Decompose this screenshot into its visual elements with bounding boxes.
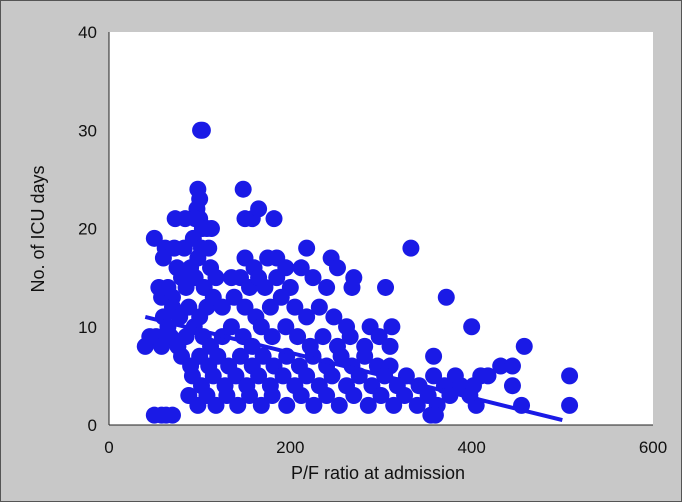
data-point (372, 387, 390, 405)
x-tick-label: 400 (457, 438, 485, 457)
x-tick-label: 200 (276, 438, 304, 457)
data-point (330, 396, 348, 414)
data-point (241, 387, 259, 405)
data-point (402, 239, 420, 257)
trendline (144, 314, 563, 423)
x-axis-title: P/F ratio at admission (291, 463, 465, 483)
data-point (323, 367, 341, 385)
data-point (503, 377, 521, 395)
data-point (252, 318, 270, 336)
data-point (515, 337, 533, 355)
data-point (408, 396, 426, 414)
data-point (425, 367, 443, 385)
data-point (437, 288, 455, 306)
x-tick-label: 600 (639, 438, 667, 457)
data-point (356, 347, 374, 365)
data-point (272, 288, 290, 306)
data-point (207, 396, 225, 414)
data-point (426, 406, 444, 424)
trendline-layer (144, 314, 563, 423)
data-point (234, 180, 252, 198)
data-point (286, 298, 304, 316)
data-point (263, 328, 281, 346)
data-point (252, 396, 270, 414)
data-point (396, 387, 414, 405)
data-point (261, 298, 279, 316)
data-point (231, 347, 249, 365)
data-point (298, 308, 316, 326)
data-point (370, 328, 388, 346)
data-point (561, 396, 579, 414)
data-point (318, 278, 336, 296)
data-point (256, 278, 274, 296)
data-point (268, 269, 286, 287)
data-point (343, 278, 361, 296)
data-point (225, 288, 243, 306)
data-point (254, 347, 272, 365)
data-point (298, 239, 316, 257)
data-point (145, 229, 163, 247)
data-point (479, 367, 497, 385)
data-point (209, 347, 227, 365)
data-point (213, 298, 231, 316)
data-point (304, 269, 322, 287)
data-point (561, 367, 579, 385)
data-point (200, 239, 218, 257)
data-point (229, 396, 247, 414)
data-point (503, 357, 521, 375)
data-point (189, 249, 207, 267)
data-point (318, 387, 336, 405)
data-point (236, 298, 254, 316)
data-point (298, 367, 316, 385)
data-point (227, 367, 245, 385)
data-point (385, 396, 403, 414)
data-point (325, 308, 343, 326)
data-point (314, 328, 332, 346)
data-point (222, 318, 240, 336)
data-point (176, 210, 194, 228)
data-point (381, 337, 399, 355)
data-point (154, 249, 172, 267)
x-tick-label: 0 (104, 438, 113, 457)
data-point (377, 278, 395, 296)
y-tick-label: 0 (88, 416, 97, 435)
data-point (341, 328, 359, 346)
data-point (310, 298, 328, 316)
data-point (207, 269, 225, 287)
data-point (218, 387, 236, 405)
data-point (425, 347, 443, 365)
y-tick-label: 10 (78, 318, 97, 337)
data-point (274, 367, 292, 385)
y-tick-labels: 0 10 20 30 40 (78, 23, 97, 435)
data-points (136, 121, 579, 424)
data-point (289, 328, 307, 346)
data-point (328, 259, 346, 277)
data-point (250, 200, 268, 218)
data-point (359, 396, 377, 414)
data-point (163, 406, 181, 424)
y-tick-label: 30 (78, 121, 97, 140)
data-point (463, 318, 481, 336)
y-tick-label: 20 (78, 220, 97, 239)
data-point (180, 298, 198, 316)
data-point (345, 387, 363, 405)
data-point (277, 318, 295, 336)
data-point (332, 347, 350, 365)
data-point (265, 210, 283, 228)
data-point (492, 357, 510, 375)
data-point (202, 220, 220, 237)
y-axis-title: No. of ICU days (28, 165, 48, 292)
data-point (383, 318, 401, 336)
data-point (250, 367, 268, 385)
data-point (292, 387, 310, 405)
data-point (292, 259, 310, 277)
y-tick-label: 40 (78, 23, 97, 42)
x-tick-labels: 0 200 400 600 (104, 438, 667, 457)
data-point (263, 387, 281, 405)
data-point (193, 121, 211, 139)
data-point (305, 396, 323, 414)
data-point (204, 367, 222, 385)
data-point (278, 396, 296, 414)
